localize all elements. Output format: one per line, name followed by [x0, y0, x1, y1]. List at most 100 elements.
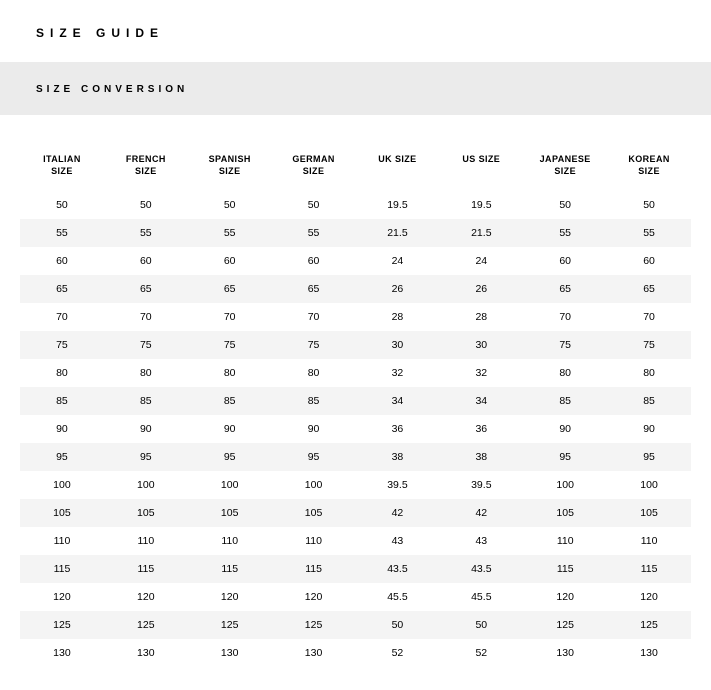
- table-cell: 55: [20, 219, 104, 247]
- table-cell: 30: [356, 331, 440, 359]
- table-cell: 125: [523, 611, 607, 639]
- table-row: 12012012012045.545.5120120: [20, 583, 691, 611]
- column-header: FRENCH SIZE: [104, 143, 188, 191]
- table-cell: 105: [272, 499, 356, 527]
- table-cell: 21.5: [439, 219, 523, 247]
- table-row: 1301301301305252130130: [20, 639, 691, 667]
- table-cell: 125: [607, 611, 691, 639]
- table-cell: 125: [104, 611, 188, 639]
- table-cell: 28: [439, 303, 523, 331]
- table-cell: 42: [356, 499, 440, 527]
- table-cell: 90: [188, 415, 272, 443]
- table-cell: 95: [188, 443, 272, 471]
- table-cell: 65: [607, 275, 691, 303]
- table-cell: 100: [104, 471, 188, 499]
- table-row: 8585858534348585: [20, 387, 691, 415]
- table-row: 9090909036369090: [20, 415, 691, 443]
- table-cell: 70: [523, 303, 607, 331]
- table-cell: 65: [523, 275, 607, 303]
- table-cell: 43.5: [439, 555, 523, 583]
- table-cell: 80: [523, 359, 607, 387]
- size-conversion-table: ITALIAN SIZEFRENCH SIZESPANISH SIZEGERMA…: [20, 143, 691, 667]
- table-cell: 45.5: [356, 583, 440, 611]
- table-cell: 28: [356, 303, 440, 331]
- table-cell: 55: [523, 219, 607, 247]
- size-table-container: ITALIAN SIZEFRENCH SIZESPANISH SIZEGERMA…: [0, 115, 711, 687]
- table-cell: 120: [104, 583, 188, 611]
- table-row: 6565656526266565: [20, 275, 691, 303]
- table-cell: 110: [523, 527, 607, 555]
- table-cell: 55: [104, 219, 188, 247]
- table-cell: 45.5: [439, 583, 523, 611]
- table-cell: 90: [523, 415, 607, 443]
- table-cell: 19.5: [356, 191, 440, 219]
- table-cell: 125: [272, 611, 356, 639]
- table-cell: 55: [188, 219, 272, 247]
- table-cell: 32: [439, 359, 523, 387]
- table-cell: 70: [272, 303, 356, 331]
- table-cell: 75: [188, 331, 272, 359]
- table-cell: 52: [356, 639, 440, 667]
- table-cell: 85: [523, 387, 607, 415]
- table-row: 1101101101104343110110: [20, 527, 691, 555]
- table-cell: 90: [20, 415, 104, 443]
- table-cell: 80: [104, 359, 188, 387]
- table-cell: 60: [607, 247, 691, 275]
- table-cell: 95: [20, 443, 104, 471]
- table-cell: 26: [439, 275, 523, 303]
- table-cell: 36: [439, 415, 523, 443]
- table-cell: 39.5: [439, 471, 523, 499]
- table-cell: 110: [188, 527, 272, 555]
- table-cell: 50: [607, 191, 691, 219]
- table-cell: 125: [188, 611, 272, 639]
- table-cell: 50: [272, 191, 356, 219]
- table-cell: 120: [523, 583, 607, 611]
- table-cell: 50: [20, 191, 104, 219]
- table-cell: 75: [607, 331, 691, 359]
- table-row: 9595959538389595: [20, 443, 691, 471]
- table-cell: 120: [20, 583, 104, 611]
- table-cell: 130: [188, 639, 272, 667]
- table-cell: 65: [188, 275, 272, 303]
- table-cell: 24: [439, 247, 523, 275]
- table-cell: 75: [104, 331, 188, 359]
- table-cell: 24: [356, 247, 440, 275]
- table-row: 1251251251255050125125: [20, 611, 691, 639]
- table-row: 5555555521.521.55555: [20, 219, 691, 247]
- table-row: 5050505019.519.55050: [20, 191, 691, 219]
- table-cell: 90: [607, 415, 691, 443]
- table-row: 8080808032328080: [20, 359, 691, 387]
- table-cell: 75: [523, 331, 607, 359]
- table-cell: 130: [272, 639, 356, 667]
- table-cell: 95: [272, 443, 356, 471]
- table-cell: 38: [439, 443, 523, 471]
- table-cell: 50: [523, 191, 607, 219]
- table-cell: 85: [272, 387, 356, 415]
- table-cell: 85: [607, 387, 691, 415]
- table-cell: 80: [188, 359, 272, 387]
- column-header: ITALIAN SIZE: [20, 143, 104, 191]
- table-row: 11511511511543.543.5115115: [20, 555, 691, 583]
- table-cell: 38: [356, 443, 440, 471]
- table-cell: 50: [439, 611, 523, 639]
- column-header: US SIZE: [439, 143, 523, 191]
- table-header: ITALIAN SIZEFRENCH SIZESPANISH SIZEGERMA…: [20, 143, 691, 191]
- table-cell: 19.5: [439, 191, 523, 219]
- table-cell: 110: [20, 527, 104, 555]
- table-cell: 100: [607, 471, 691, 499]
- table-cell: 75: [20, 331, 104, 359]
- table-cell: 34: [439, 387, 523, 415]
- table-cell: 50: [104, 191, 188, 219]
- table-cell: 70: [104, 303, 188, 331]
- table-cell: 120: [272, 583, 356, 611]
- table-cell: 130: [20, 639, 104, 667]
- table-cell: 110: [272, 527, 356, 555]
- table-cell: 85: [104, 387, 188, 415]
- table-cell: 42: [439, 499, 523, 527]
- table-cell: 130: [523, 639, 607, 667]
- table-cell: 60: [188, 247, 272, 275]
- table-cell: 115: [104, 555, 188, 583]
- table-cell: 70: [607, 303, 691, 331]
- table-cell: 70: [20, 303, 104, 331]
- table-cell: 65: [272, 275, 356, 303]
